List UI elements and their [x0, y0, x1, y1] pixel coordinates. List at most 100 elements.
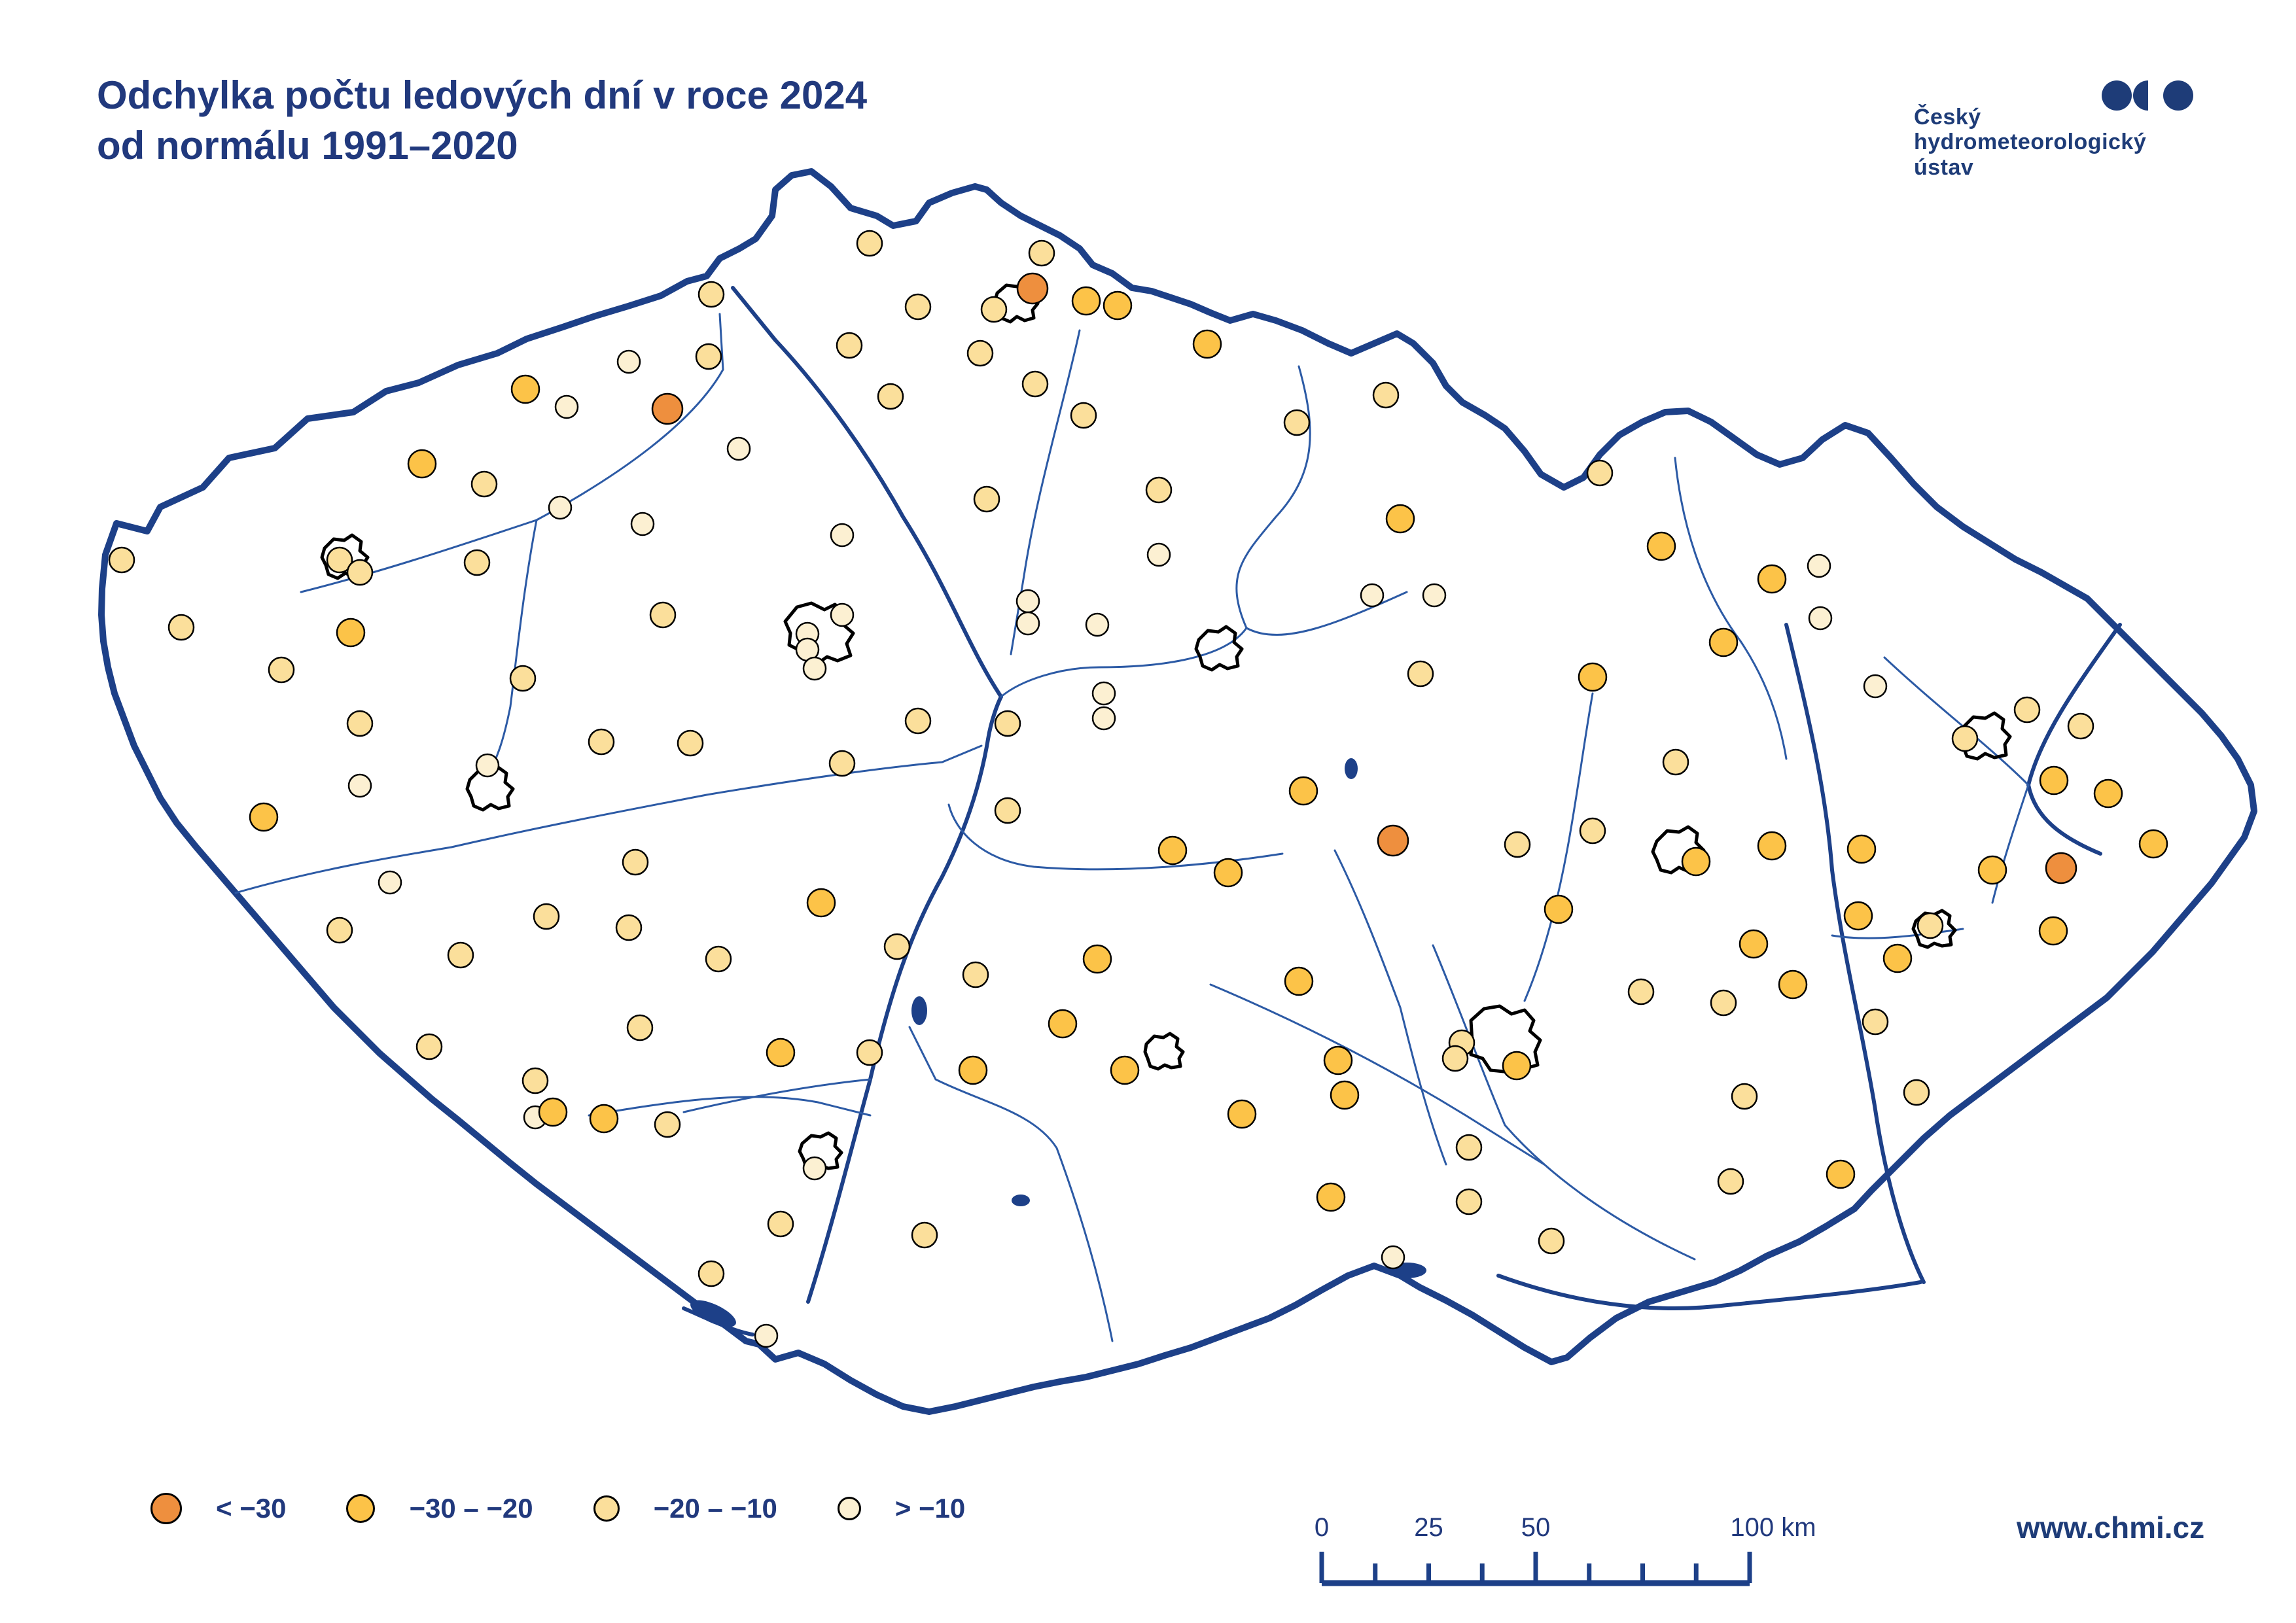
station-dot	[806, 888, 836, 918]
station-dot	[1146, 542, 1171, 567]
station-dot	[1504, 831, 1531, 858]
station-dot	[538, 1097, 568, 1127]
station-dot	[726, 436, 751, 461]
station-dot	[877, 383, 904, 410]
chmi-logo-text: Český hydrometeorologický ústav	[1914, 105, 2147, 180]
station-dot	[883, 933, 911, 960]
legend-swatch-circle	[837, 1497, 861, 1520]
station-dot	[2067, 712, 2094, 740]
station-dot	[533, 903, 560, 930]
city-boundary-outlines	[320, 281, 2012, 1172]
station-dot	[994, 797, 1021, 824]
station-dot	[766, 1038, 796, 1068]
country-border	[98, 168, 2257, 1415]
station-dot	[1710, 989, 1737, 1017]
station-dot	[2093, 778, 2123, 809]
station-dot	[1441, 1045, 1469, 1072]
station-dot	[463, 549, 491, 576]
station-dot	[626, 1014, 654, 1041]
station-dot	[249, 802, 279, 832]
station-dot	[698, 1260, 725, 1287]
legend-swatch-circle	[150, 1493, 182, 1524]
station-dot	[973, 485, 1000, 513]
station-dot	[326, 546, 353, 574]
map-legend: < −30 −30 – −20 −20 – −10 > −10	[150, 1493, 1025, 1524]
station-dot	[904, 293, 932, 321]
station-dot	[705, 945, 732, 973]
station-dot	[1085, 612, 1110, 637]
station-dot	[1145, 476, 1173, 504]
legend-swatch-circle	[346, 1494, 376, 1523]
station-dot	[767, 1210, 794, 1238]
station-dot	[622, 848, 649, 876]
station-dot	[1381, 1245, 1405, 1270]
station-dot	[268, 656, 295, 684]
station-dot	[2039, 765, 2069, 795]
page-title: Odchylka počtu ledových dní v roce 2024 …	[97, 71, 867, 171]
station-dot	[2138, 829, 2168, 859]
scale-bar: 0 25 50 100 km	[1315, 1513, 1816, 1586]
station-dot	[1731, 1083, 1758, 1110]
station-dot	[1192, 329, 1222, 359]
station-dot	[966, 340, 994, 367]
station-dot	[1708, 627, 1739, 657]
station-dot	[1778, 969, 1808, 1000]
station-dot	[1916, 912, 1944, 939]
station-dot	[958, 1055, 988, 1085]
title-line-2: od normálu 1991–2020	[97, 123, 518, 167]
station-dot	[802, 1156, 827, 1181]
station-dot	[1323, 1045, 1353, 1075]
station-dot	[1757, 564, 1787, 594]
station-dot	[475, 753, 500, 778]
station-dot	[1070, 402, 1097, 429]
station-dot	[1091, 706, 1116, 731]
station-dot	[1662, 748, 1689, 776]
station-dot	[1951, 725, 1979, 752]
station-dot	[1903, 1079, 1930, 1106]
station-dot	[415, 1033, 443, 1060]
legend-item: −30 – −20	[346, 1493, 533, 1524]
station-dot	[698, 281, 725, 308]
station-dot	[649, 601, 677, 629]
legend-label: < −30	[216, 1493, 287, 1524]
station-dot	[1091, 681, 1116, 706]
station-dot	[1283, 409, 1311, 436]
station-dot	[911, 1221, 938, 1249]
station-dot	[509, 665, 537, 692]
scalebar-label: 100 km	[1730, 1513, 1816, 1542]
station-dot	[651, 393, 684, 425]
station-dot	[1071, 286, 1101, 316]
station-dot	[654, 1111, 681, 1138]
station-dot	[1157, 835, 1188, 865]
station-dot	[1455, 1134, 1483, 1161]
station-dot	[1977, 855, 2007, 885]
station-dot	[548, 495, 573, 520]
station-dot	[1016, 272, 1049, 305]
station-dot	[1808, 606, 1833, 631]
station-dot	[378, 870, 402, 895]
scalebar-label: 50	[1521, 1513, 1551, 1542]
station-dot	[836, 332, 863, 359]
station-dot	[1028, 239, 1055, 267]
chmi-logo-icon	[2102, 80, 2193, 111]
station-dot	[856, 1039, 883, 1066]
station-dot	[447, 941, 474, 969]
station-dot	[1407, 660, 1434, 688]
station-dot	[1502, 1051, 1532, 1081]
station-dot	[1826, 1159, 1856, 1189]
website-url[interactable]: www.chmi.cz	[2017, 1510, 2205, 1544]
station-dot	[510, 374, 540, 404]
station-dot	[616, 349, 641, 374]
station-dot	[1757, 831, 1787, 861]
scalebar-label: 0	[1315, 1513, 1329, 1542]
station-dot	[554, 394, 579, 419]
station-dot	[1627, 978, 1655, 1005]
station-dot	[1717, 1168, 1744, 1195]
station-dot	[1048, 1009, 1078, 1039]
station-dot	[1016, 611, 1040, 636]
station-dot	[407, 449, 437, 479]
station-dot	[1316, 1182, 1346, 1212]
legend-item: > −10	[837, 1493, 965, 1524]
station-dot	[1681, 846, 1711, 877]
